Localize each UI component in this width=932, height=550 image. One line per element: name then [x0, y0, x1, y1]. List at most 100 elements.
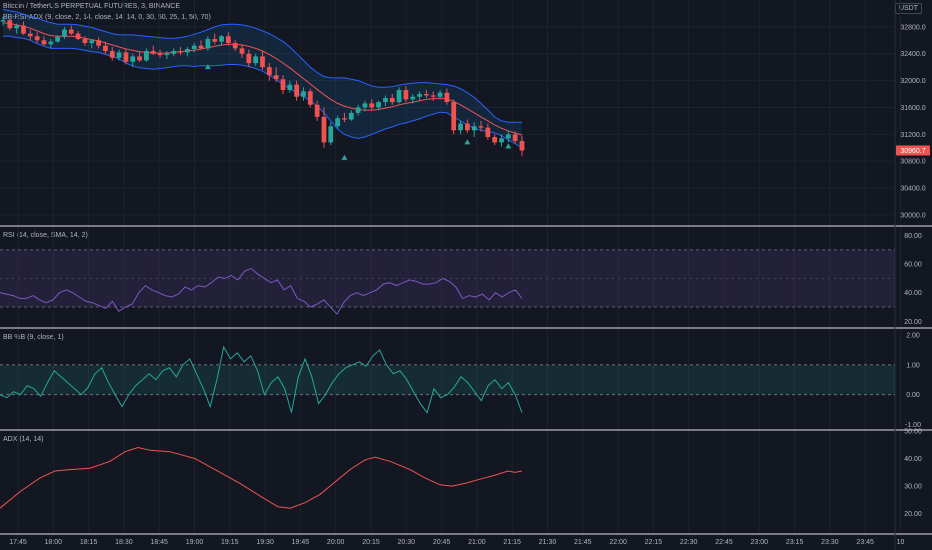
- candle-down: [266, 67, 272, 76]
- x-tick-label: 22:30: [680, 539, 698, 546]
- candle-down: [403, 90, 409, 100]
- buy-signal-marker: [204, 64, 211, 70]
- x-tick-label: 21:45: [574, 539, 592, 546]
- candle-up: [362, 103, 368, 108]
- candle-down: [369, 103, 375, 108]
- price-tick-label: 30400.0: [900, 186, 925, 193]
- candle-up: [48, 41, 54, 45]
- buy-signal-marker: [341, 154, 348, 160]
- candle-down: [321, 116, 327, 143]
- x-tick-label: 18:45: [150, 539, 168, 546]
- price-tick-label: 31600.0: [900, 105, 925, 112]
- candle-up: [301, 91, 306, 97]
- bbpb-title: BB %B (9, close, 1): [3, 334, 64, 341]
- candle-down: [246, 53, 252, 64]
- candle-up: [219, 36, 224, 42]
- adx-tick-label: 20.00: [904, 511, 922, 518]
- x-tick-label: 17:45: [9, 539, 27, 546]
- candle-up: [471, 126, 477, 131]
- bbpb-tick-label: 1.00: [906, 362, 920, 369]
- x-tick-label: 23:00: [751, 539, 769, 546]
- candle-down: [27, 33, 33, 37]
- candle-up: [355, 107, 361, 113]
- candle-down: [519, 141, 525, 151]
- candle-down: [232, 42, 238, 49]
- chart-title: Bitcoin / TetherUS PERPETUAL FUTURES, 3,…: [3, 3, 180, 10]
- x-tick-label: 20:00: [327, 539, 345, 546]
- adx-tick-label: 30.00: [904, 484, 922, 491]
- candle-up: [171, 51, 177, 54]
- price-tick-label: 32400.0: [900, 51, 925, 58]
- x-tick-label: 19:45: [292, 539, 310, 546]
- candle-up: [14, 25, 20, 29]
- x-tick-label: 20:45: [433, 539, 451, 546]
- x-tick-label: 23:30: [821, 539, 839, 546]
- candle-down: [464, 123, 470, 131]
- candle-up: [253, 56, 259, 64]
- candle-up: [89, 40, 95, 43]
- candle-down: [82, 38, 88, 43]
- candle-down: [75, 33, 81, 39]
- price-tick-label: 32800.0: [900, 24, 925, 31]
- candle-up: [184, 49, 190, 53]
- candle-down: [150, 51, 156, 54]
- candle-down: [307, 91, 313, 105]
- bbpb-tick-label: 2.00: [906, 332, 920, 339]
- rsi-line: [0, 267, 523, 315]
- bb-basis-line: [2, 22, 523, 136]
- candle-up: [130, 56, 136, 62]
- candle-up: [62, 29, 67, 37]
- candle-down: [478, 126, 484, 128]
- price-tick-label: 32000.0: [900, 78, 925, 85]
- candle-up: [191, 45, 197, 50]
- candle-up: [55, 36, 61, 42]
- candle-down: [178, 51, 183, 53]
- x-tick-label: 18:15: [80, 539, 98, 546]
- x-tick-label: 19:15: [221, 539, 239, 546]
- bbpb-tick-label: 0.00: [906, 392, 920, 399]
- candle-down: [212, 38, 218, 42]
- x-tick-label: 10: [897, 539, 905, 546]
- candle-up: [116, 52, 122, 58]
- buy-signal-marker: [505, 143, 512, 149]
- candle-up: [410, 96, 416, 100]
- candle-up: [0, 20, 6, 22]
- bbpb-tick-label: -1.00: [905, 422, 921, 429]
- bb-upper-line: [2, 8, 522, 123]
- candle-up: [499, 138, 504, 143]
- candle-down: [492, 137, 498, 143]
- x-tick-label: 19:30: [256, 539, 274, 546]
- rsi-band-fill: [0, 249, 895, 307]
- candle-up: [505, 134, 511, 139]
- candle-up: [205, 38, 211, 49]
- indicator-label: BB-RSI-ADX (9, close, 2, 14, close, 14, …: [3, 14, 211, 21]
- candle-down: [424, 94, 429, 96]
- price-tick-label: 31200.0: [900, 132, 925, 139]
- candle-down: [430, 95, 436, 97]
- x-tick-label: 19:00: [186, 539, 204, 546]
- x-tick-label: 21:30: [539, 539, 557, 546]
- candle-up: [376, 102, 381, 108]
- adx-title: ADX (14, 14): [3, 436, 44, 443]
- candle-up: [164, 53, 170, 56]
- candle-down: [123, 52, 129, 62]
- candle-up: [458, 123, 463, 131]
- x-tick-label: 23:15: [786, 539, 804, 546]
- candle-down: [198, 45, 204, 49]
- candle-down: [280, 79, 286, 90]
- rsi-tick-label: 60.00: [904, 262, 922, 269]
- adx-tick-label: 50.00: [904, 429, 922, 436]
- adx-tick-label: 40.00: [904, 456, 922, 463]
- candle-down: [389, 98, 395, 103]
- candle-down: [41, 40, 47, 45]
- candle-down: [21, 25, 26, 34]
- x-tick-label: 21:00: [468, 539, 486, 546]
- price-tick-label: 30000.0: [900, 212, 925, 219]
- candle-up: [328, 126, 334, 143]
- candle-down: [342, 118, 347, 120]
- bb-lower-line: [3, 35, 523, 149]
- candle-down: [273, 75, 279, 80]
- candle-up: [437, 92, 443, 97]
